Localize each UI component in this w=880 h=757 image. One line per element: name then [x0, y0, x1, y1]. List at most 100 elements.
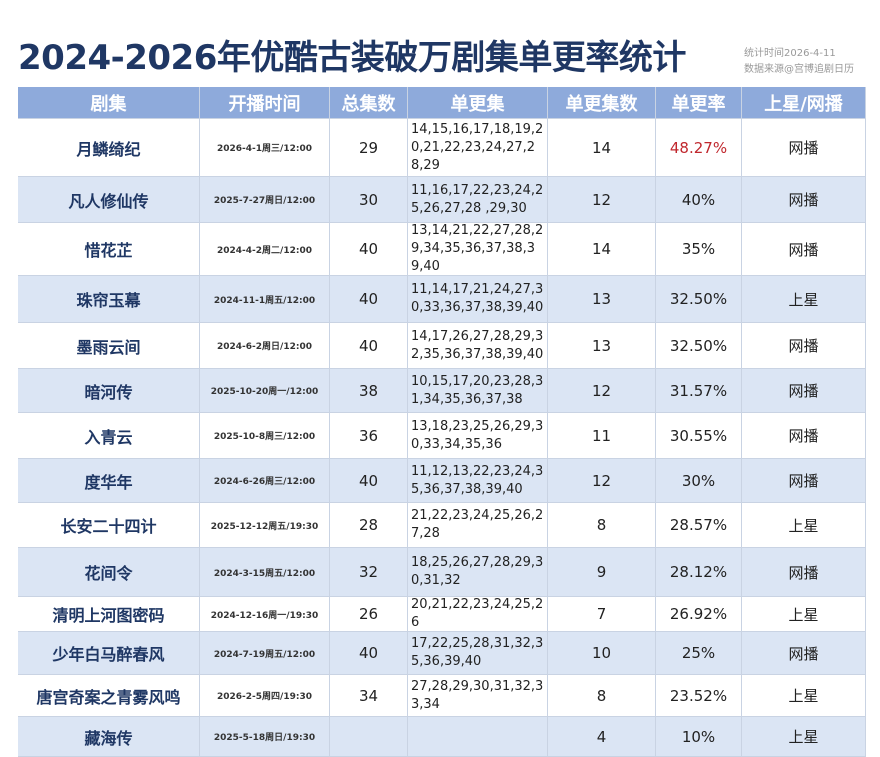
table-cell: 2024-3-15周五/12:00 — [200, 548, 330, 597]
table-cell: 14,15,16,17,18,19,20,21,22,23,24,27,28,2… — [408, 119, 548, 177]
table-cell: 28 — [330, 503, 408, 548]
note: 统计时间2026-4-11 — [744, 48, 836, 59]
table-cell: 12 — [548, 177, 656, 223]
column-header: 单更集 — [408, 87, 548, 119]
table-cell: 32.50% — [656, 276, 742, 323]
table-cell: 13,14,21,22,27,28,29,34,35,36,37,38,39,4… — [408, 223, 548, 276]
table-cell: 26.92% — [656, 597, 742, 632]
table-cell: 11,16,17,22,23,24,25,26,27,28 ,29,30 — [408, 177, 548, 223]
table-cell: 30% — [656, 459, 742, 503]
table-cell: 10,15,17,20,23,28,31,34,35,36,37,38 — [408, 369, 548, 413]
table-cell — [330, 717, 408, 757]
table-cell: 清明上河图密码 — [18, 597, 200, 632]
table-cell: 少年白马醉春风 — [18, 632, 200, 675]
table-cell: 28.57% — [656, 503, 742, 548]
table-cell: 网播 — [742, 177, 866, 223]
table-cell: 20,21,22,23,24,25,26 — [408, 597, 548, 632]
table-cell: 网播 — [742, 119, 866, 177]
table-cell: 上星 — [742, 717, 866, 757]
table-cell: 30.55% — [656, 413, 742, 459]
table-cell: 28.12% — [656, 548, 742, 597]
table-cell: 18,25,26,27,28,29,30,31,32 — [408, 548, 548, 597]
table-cell: 7 — [548, 597, 656, 632]
table-cell: 35% — [656, 223, 742, 276]
column-header: 总集数 — [330, 87, 408, 119]
table-cell: 40 — [330, 632, 408, 675]
table-cell: 2024-11-1周五/12:00 — [200, 276, 330, 323]
table-cell: 网播 — [742, 459, 866, 503]
column-header: 上星/网播 — [742, 87, 866, 119]
table-cell: 2024-6-26周三/12:00 — [200, 459, 330, 503]
table-cell: 入青云 — [18, 413, 200, 459]
table-cell: 网播 — [742, 223, 866, 276]
table-cell: 36 — [330, 413, 408, 459]
table-cell: 32.50% — [656, 323, 742, 369]
note: 数据来源@宫博追剧日历 — [744, 64, 854, 75]
table-cell: 40 — [330, 276, 408, 323]
table-cell: 上星 — [742, 675, 866, 717]
table-cell: 2026-2-5周四/19:30 — [200, 675, 330, 717]
table-cell: 11,12,13,22,23,24,35,36,37,38,39,40 — [408, 459, 548, 503]
table-cell: 17,22,25,28,31,32,35,36,39,40 — [408, 632, 548, 675]
table-cell: 40 — [330, 223, 408, 276]
table-cell: 11,14,17,21,24,27,30,33,36,37,38,39,40 — [408, 276, 548, 323]
table-cell: 32 — [330, 548, 408, 597]
table-cell: 暗河传 — [18, 369, 200, 413]
table-cell: 2026-4-1周三/12:00 — [200, 119, 330, 177]
table-cell: 4 — [548, 717, 656, 757]
table-cell: 10 — [548, 632, 656, 675]
table-cell: 13 — [548, 276, 656, 323]
table-cell: 29 — [330, 119, 408, 177]
table-cell: 12 — [548, 369, 656, 413]
table-cell: 27,28,29,30,31,32,33,34 — [408, 675, 548, 717]
table-cell: 上星 — [742, 597, 866, 632]
table-cell: 34 — [330, 675, 408, 717]
table-cell: 40% — [656, 177, 742, 223]
table-cell: 网播 — [742, 369, 866, 413]
column-header: 开播时间 — [200, 87, 330, 119]
table-cell: 花间令 — [18, 548, 200, 597]
table-cell: 2025-5-18周日/19:30 — [200, 717, 330, 757]
table-cell: 2025-12-12周五/19:30 — [200, 503, 330, 548]
table-cell: 21,22,23,24,25,26,27,28 — [408, 503, 548, 548]
column-header: 单更集数 — [548, 87, 656, 119]
table-cell: 珠帘玉幕 — [18, 276, 200, 323]
table-cell: 惜花芷 — [18, 223, 200, 276]
table-cell: 2024-12-16周一/19:30 — [200, 597, 330, 632]
table-cell: 10% — [656, 717, 742, 757]
table-cell: 13 — [548, 323, 656, 369]
table-cell: 8 — [548, 503, 656, 548]
table-cell: 凡人修仙传 — [18, 177, 200, 223]
table-cell: 14,17,26,27,28,29,32,35,36,37,38,39,40 — [408, 323, 548, 369]
table-cell: 12 — [548, 459, 656, 503]
table-cell: 40 — [330, 323, 408, 369]
table-cell: 月鳞绮纪 — [18, 119, 200, 177]
table-cell: 2025-7-27周日/12:00 — [200, 177, 330, 223]
table-cell: 31.57% — [656, 369, 742, 413]
table-cell — [408, 717, 548, 757]
table-cell: 度华年 — [18, 459, 200, 503]
table-cell: 2024-6-2周日/12:00 — [200, 323, 330, 369]
table-cell: 2025-10-8周三/12:00 — [200, 413, 330, 459]
table-cell: 40 — [330, 459, 408, 503]
table-cell: 藏海传 — [18, 717, 200, 757]
table-cell: 上星 — [742, 503, 866, 548]
title: 2024-2026年优酷古装破万剧集单更率统计 — [18, 38, 686, 78]
table-cell: 唐宫奇案之青雾风鸣 — [18, 675, 200, 717]
table-cell: 网播 — [742, 413, 866, 459]
table-cell: 13,18,23,25,26,29,30,33,34,35,36 — [408, 413, 548, 459]
column-header: 单更率 — [656, 87, 742, 119]
table-cell: 网播 — [742, 632, 866, 675]
table-cell: 14 — [548, 223, 656, 276]
table-cell: 14 — [548, 119, 656, 177]
table-cell: 网播 — [742, 323, 866, 369]
table-cell: 11 — [548, 413, 656, 459]
table-cell: 23.52% — [656, 675, 742, 717]
table-cell: 48.27% — [656, 119, 742, 177]
column-header: 剧集 — [18, 87, 200, 119]
table-cell: 25% — [656, 632, 742, 675]
table-cell: 2024-4-2周二/12:00 — [200, 223, 330, 276]
table-cell: 2025-10-20周一/12:00 — [200, 369, 330, 413]
table-cell: 上星 — [742, 276, 866, 323]
table-cell: 2024-7-19周五/12:00 — [200, 632, 330, 675]
